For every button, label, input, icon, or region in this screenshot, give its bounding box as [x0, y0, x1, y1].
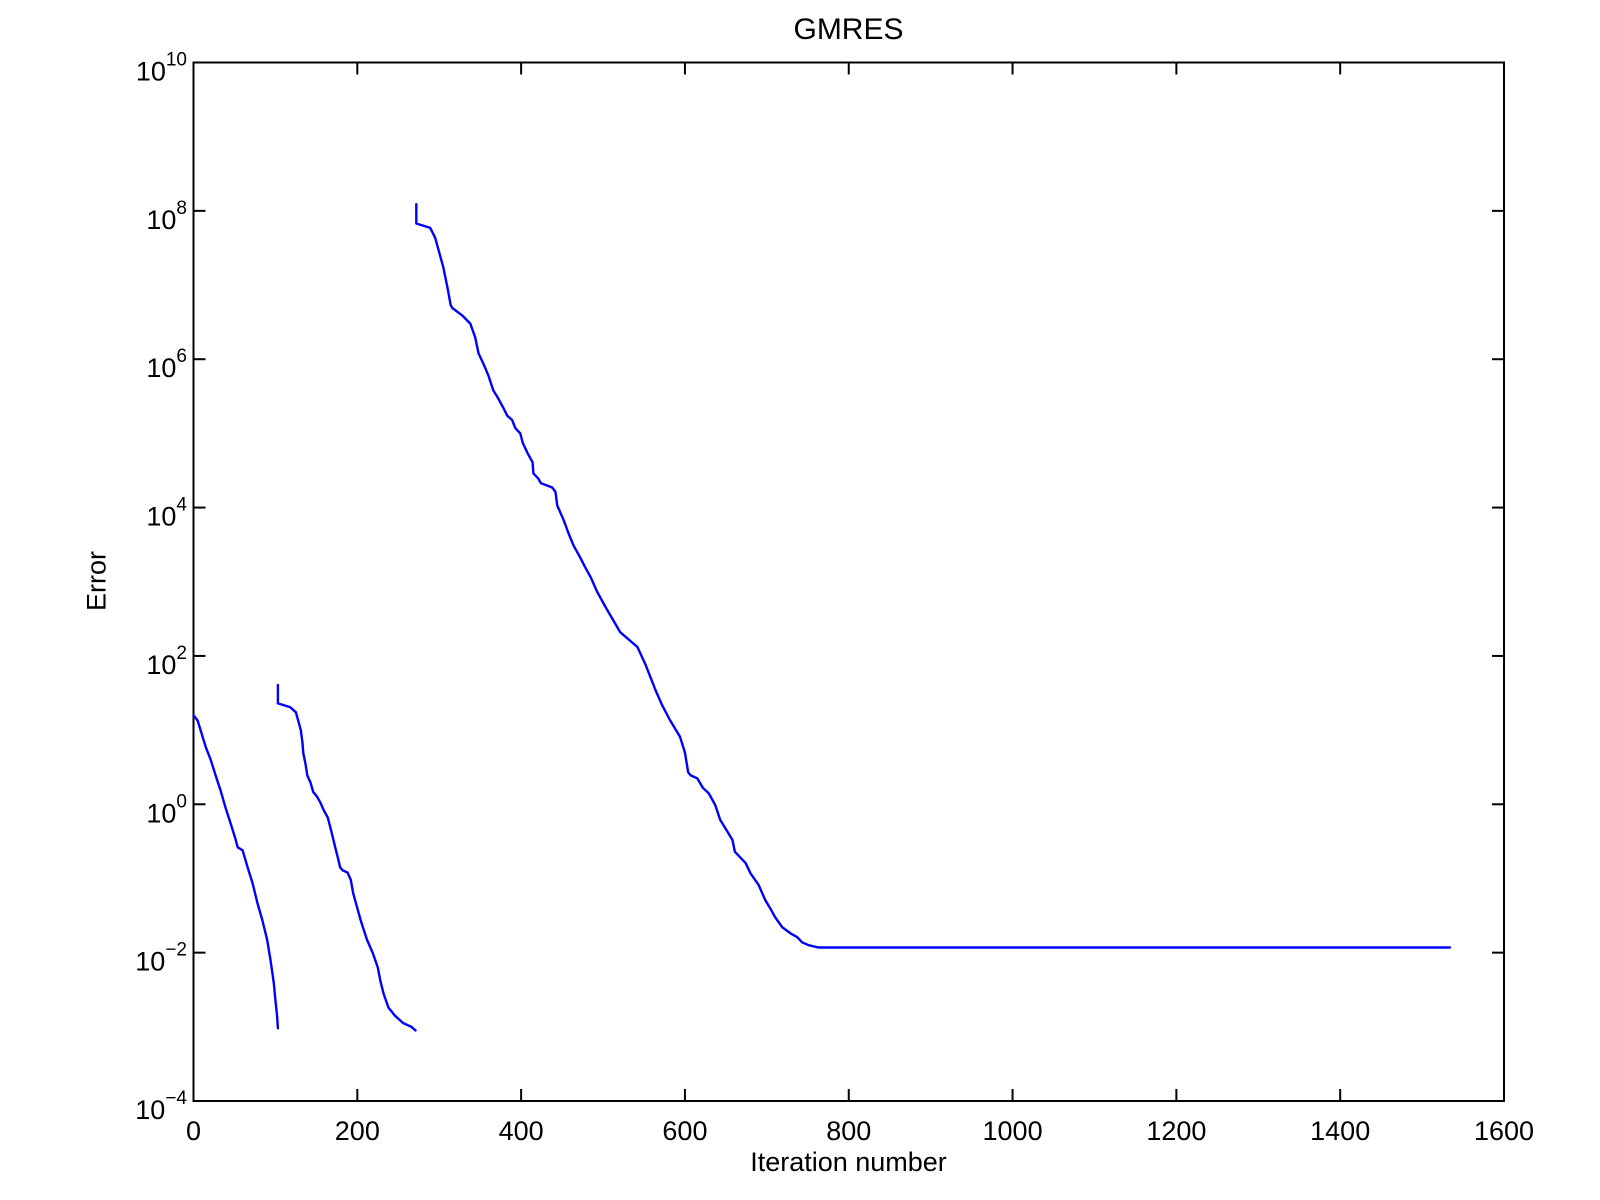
series-line-segment-3	[415, 202, 1452, 949]
y-tick-label: 1010	[136, 50, 187, 87]
series-line-segment-1	[192, 714, 280, 1030]
series-line-segment-2	[276, 683, 417, 1032]
chart-title: GMRES	[793, 13, 904, 46]
x-axis-label: Iteration number	[750, 1147, 947, 1177]
x-tick-label: 1600	[1474, 1116, 1534, 1146]
y-tick-label: 106	[146, 346, 187, 383]
x-tick-label: 1000	[983, 1116, 1043, 1146]
plot-box	[192, 61, 1505, 1102]
y-tick-label: 100	[146, 791, 187, 828]
y-tick-label: 10−2	[135, 940, 187, 977]
x-tick-label: 1200	[1146, 1116, 1206, 1146]
x-tick-label: 0	[186, 1116, 201, 1146]
x-tick-label: 1400	[1310, 1116, 1370, 1146]
y-axis-label: Error	[81, 551, 112, 611]
y-tick-label: 104	[146, 495, 187, 532]
y-tick-label: 108	[146, 198, 187, 235]
y-tick-label: 10−4	[135, 1088, 187, 1125]
x-tick-label: 400	[499, 1116, 544, 1146]
x-tick-label: 800	[826, 1116, 871, 1146]
y-tick-label: 102	[146, 643, 187, 680]
x-tick-label: 600	[662, 1116, 707, 1146]
x-tick-label: 200	[335, 1116, 380, 1146]
